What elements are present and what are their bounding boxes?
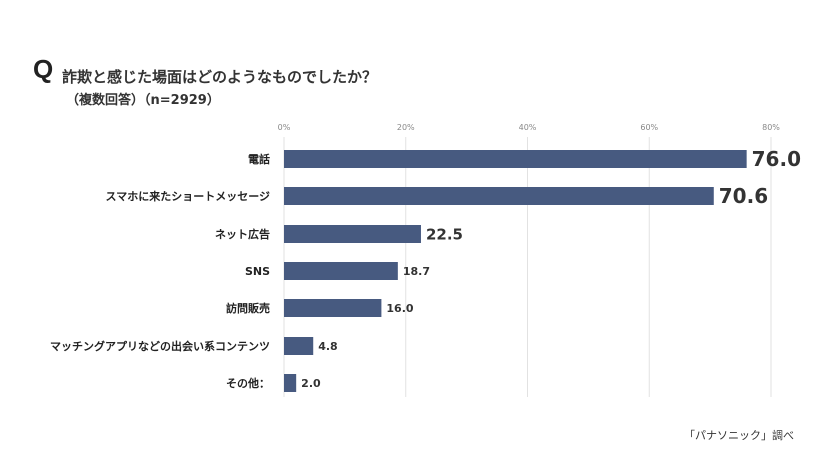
bar	[284, 187, 714, 205]
value-label: 4.8	[318, 340, 338, 353]
bar	[284, 225, 421, 243]
x-tick-label: 0%	[278, 123, 291, 132]
category-label: マッチングアプリなどの出会い系コンテンツ	[50, 339, 270, 353]
x-tick-label: 20%	[397, 123, 415, 132]
chart-subtitle: （複数回答）（n=2929）	[66, 93, 220, 108]
category-label: その他：	[226, 376, 270, 390]
bar	[284, 262, 398, 280]
category-label: SNS	[245, 265, 270, 278]
bar	[284, 337, 314, 355]
x-tick-label: 80%	[762, 123, 780, 132]
x-tick-label: 40%	[519, 123, 537, 132]
value-label: 2.0	[301, 377, 321, 390]
category-label: スマホに来たショートメッセージ	[106, 189, 270, 203]
bar	[284, 299, 382, 317]
value-label: 16.0	[386, 302, 413, 315]
question-mark-label: Q	[33, 54, 54, 84]
value-label: 18.7	[403, 265, 430, 278]
bar	[284, 374, 297, 392]
category-label: 訪問販売	[226, 301, 270, 315]
x-tick-label: 60%	[640, 123, 658, 132]
category-label: ネット広告	[215, 227, 270, 241]
chart-title: 詐欺と感じた場面はどのようなものでしたか？	[62, 68, 378, 86]
category-label: 電話	[248, 152, 270, 166]
source-note: 「パナソニック」調べ	[684, 429, 794, 442]
value-label: 70.6	[719, 184, 768, 208]
value-label: 76.0	[752, 147, 801, 171]
bar	[284, 150, 747, 168]
value-label: 22.5	[426, 225, 463, 243]
